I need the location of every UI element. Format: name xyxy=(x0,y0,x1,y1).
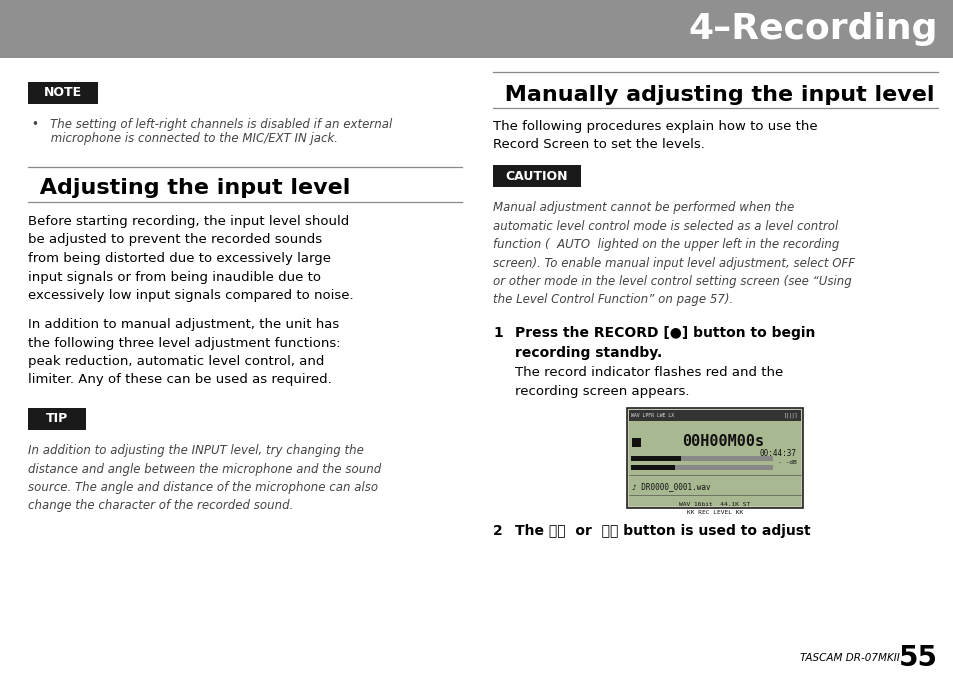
Text: In addition to manual adjustment, the unit has
the following three level adjustm: In addition to manual adjustment, the un… xyxy=(28,318,340,387)
Text: •   The setting of left-right channels is disabled if an external: • The setting of left-right channels is … xyxy=(32,118,392,131)
Text: - -dB: - -dB xyxy=(778,460,796,466)
Text: NOTE: NOTE xyxy=(44,86,82,99)
Text: Adjusting the input level: Adjusting the input level xyxy=(32,178,350,198)
Text: 2: 2 xyxy=(493,524,502,538)
Text: The record indicator flashes red and the
recording screen appears.: The record indicator flashes red and the… xyxy=(515,366,782,398)
Text: 4–Recording: 4–Recording xyxy=(688,12,937,46)
Bar xyxy=(626,408,802,508)
Text: Manually adjusting the input level: Manually adjusting the input level xyxy=(497,85,934,105)
Text: WAV 16bit  44.1K ST: WAV 16bit 44.1K ST xyxy=(679,502,750,506)
Text: 55: 55 xyxy=(898,644,937,672)
Text: TIP: TIP xyxy=(46,412,68,425)
Text: KK REC LEVEL KK: KK REC LEVEL KK xyxy=(686,510,742,516)
Text: 00:44:37: 00:44:37 xyxy=(760,448,796,458)
Text: WAV LPFR LWE LX: WAV LPFR LWE LX xyxy=(630,413,674,418)
Bar xyxy=(493,165,580,187)
Text: CAUTION: CAUTION xyxy=(505,169,568,182)
Text: 1: 1 xyxy=(493,326,502,340)
Bar xyxy=(630,456,680,461)
Text: The ⏮⏮  or  ⏭⏭ button is used to adjust: The ⏮⏮ or ⏭⏭ button is used to adjust xyxy=(515,524,810,538)
Text: TASCAM DR-07MKII: TASCAM DR-07MKII xyxy=(800,653,899,663)
Text: Press the RECORD [●] button to begin
recording standby.: Press the RECORD [●] button to begin rec… xyxy=(515,326,815,360)
Text: In addition to adjusting the INPUT level, try changing the
distance and angle be: In addition to adjusting the INPUT level… xyxy=(28,444,381,512)
Text: Before starting recording, the input level should
be adjusted to prevent the rec: Before starting recording, the input lev… xyxy=(28,215,354,302)
Bar xyxy=(630,465,772,470)
Text: The following procedures explain how to use the
Record Screen to set the levels.: The following procedures explain how to … xyxy=(493,120,817,151)
Bar xyxy=(630,465,675,470)
Bar xyxy=(28,408,86,430)
Text: 00H00M00s: 00H00M00s xyxy=(681,433,763,448)
Bar xyxy=(631,438,640,447)
Bar xyxy=(630,456,772,461)
Text: microphone is connected to the MIC/EXT IN jack.: microphone is connected to the MIC/EXT I… xyxy=(32,132,337,145)
Text: Manual adjustment cannot be performed when the
automatic level control mode is s: Manual adjustment cannot be performed wh… xyxy=(493,201,854,306)
Bar xyxy=(28,82,98,104)
Bar xyxy=(628,410,801,421)
Bar xyxy=(628,410,801,506)
Text: [|||]: [|||] xyxy=(782,412,797,418)
Bar xyxy=(0,0,953,58)
Text: ♪ DR0000_0001.wav: ♪ DR0000_0001.wav xyxy=(631,483,710,491)
